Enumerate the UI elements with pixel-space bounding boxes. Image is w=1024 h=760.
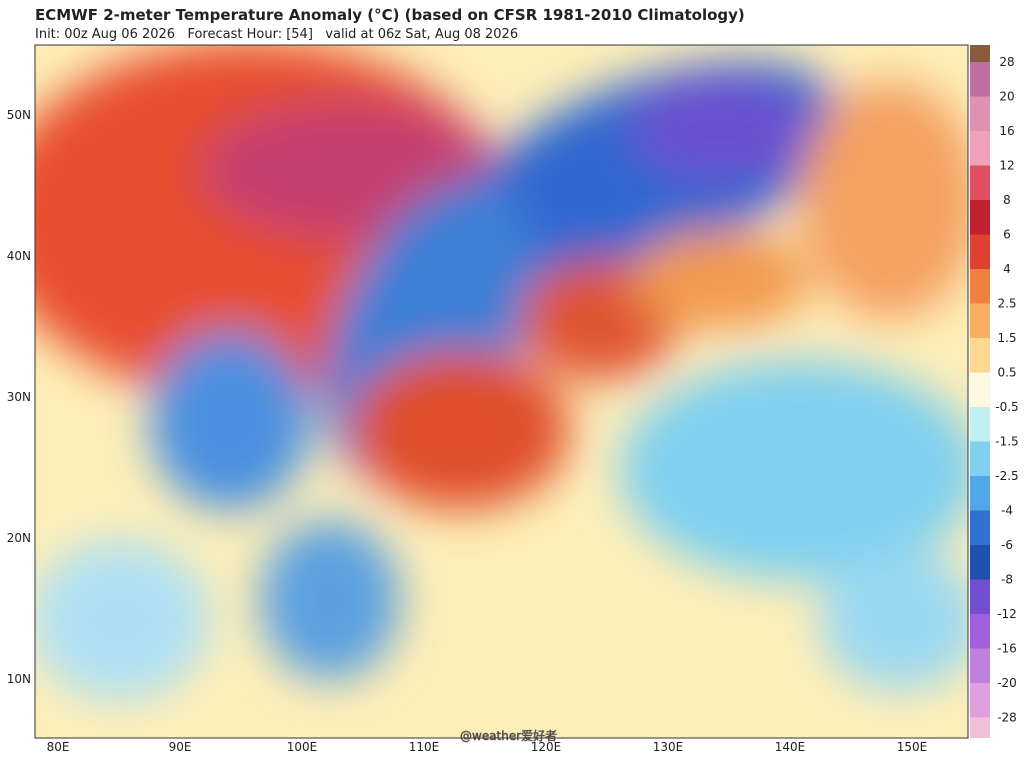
colorbar-swatch: [970, 510, 990, 545]
lat-label: 40N: [7, 249, 31, 263]
colorbar-label: -12: [997, 607, 1017, 621]
colorbar-swatch: [970, 200, 990, 235]
colorbar-label: -20: [997, 676, 1017, 690]
colorbar-swatch: [970, 476, 990, 511]
colorbar-swatch: [970, 303, 990, 338]
lon-label: 120E: [531, 740, 562, 754]
lat-label: 20N: [7, 531, 31, 545]
colorbar-swatch: [970, 579, 990, 614]
colorbar-swatch: [970, 372, 990, 407]
colorbar-label: -0.5: [995, 400, 1018, 414]
lat-label: 50N: [7, 108, 31, 122]
lon-label: 90E: [169, 740, 192, 754]
lon-label: 110E: [409, 740, 440, 754]
colorbar-label: -8: [1001, 573, 1013, 587]
lon-label: 140E: [775, 740, 806, 754]
watermark: @weather爱好者: [460, 729, 557, 743]
colorbar-label: -28: [997, 711, 1017, 725]
lat-label: 30N: [7, 390, 31, 404]
colorbar-swatch: [970, 648, 990, 683]
lon-label: 150E: [897, 740, 928, 754]
colorbar-label: 2.5: [997, 297, 1016, 311]
lat-label: 10N: [7, 672, 31, 686]
colorbar-swatch: [970, 62, 990, 97]
colorbar-swatch: [970, 338, 990, 373]
lon-label: 100E: [287, 740, 318, 754]
colorbar-label: -1.5: [995, 435, 1018, 449]
colorbar-swatch: [970, 131, 990, 166]
map: [35, 45, 968, 738]
colorbar-swatch: [970, 165, 990, 200]
subtitle: Init: 00z Aug 06 2026 Forecast Hour: [54…: [35, 27, 518, 42]
colorbar-swatch: [970, 407, 990, 442]
colorbar-swatch: [970, 96, 990, 131]
colorbar-label: 12: [999, 159, 1014, 173]
colorbar-swatch: [970, 717, 990, 738]
colorbar-label: -6: [1001, 538, 1013, 552]
colorbar-label: 8: [1003, 193, 1011, 207]
colorbar-swatch: [970, 614, 990, 649]
colorbar-swatch: [970, 45, 990, 62]
colorbar-label: 4: [1003, 262, 1011, 276]
colorbar-label: 20: [999, 90, 1014, 104]
colorbar-swatch: [970, 545, 990, 580]
colorbar-label: -2.5: [995, 469, 1018, 483]
map-frame: [34, 44, 969, 739]
colorbar-label: 28: [999, 55, 1014, 69]
lon-label: 80E: [47, 740, 70, 754]
colorbar-swatch: [970, 269, 990, 304]
colorbar-swatch: [970, 683, 990, 718]
colorbar-label: 16: [999, 124, 1014, 138]
lon-label: 130E: [653, 740, 684, 754]
colorbar-label: -16: [997, 642, 1017, 656]
colorbar-label: 1.5: [997, 331, 1016, 345]
colorbar-label: 0.5: [997, 366, 1016, 380]
colorbar-label: 6: [1003, 228, 1011, 242]
colorbar-swatch: [970, 234, 990, 269]
title: ECMWF 2-meter Temperature Anomaly (°C) (…: [35, 6, 745, 24]
colorbar-swatch: [970, 441, 990, 476]
colorbar-label: -4: [1001, 504, 1013, 518]
